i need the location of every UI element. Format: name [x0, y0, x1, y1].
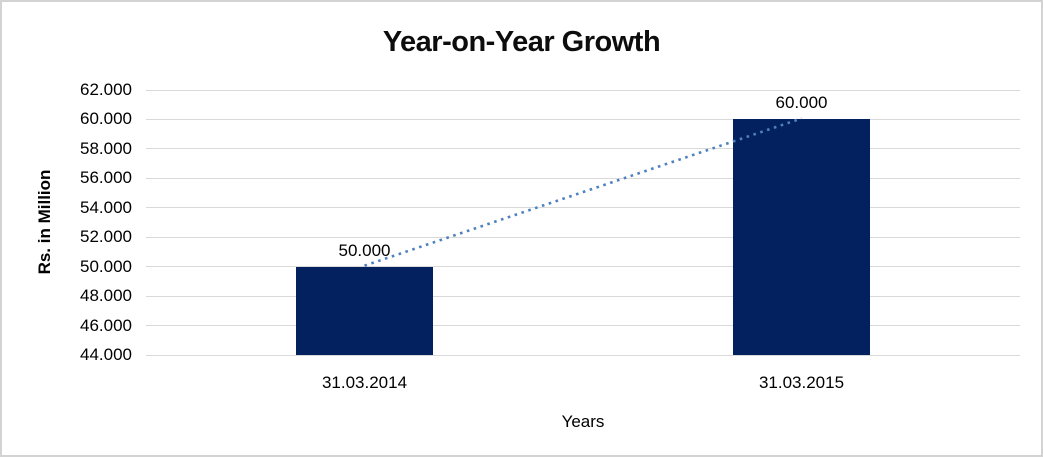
gridline — [146, 295, 1020, 297]
chart-title: Year-on-Year Growth — [382, 26, 661, 58]
gridline — [146, 89, 1020, 91]
gridline — [146, 177, 1020, 179]
y-tick-label: 44.000 — [80, 345, 132, 364]
y-tick-label: 46.000 — [80, 315, 132, 335]
x-tick-label: 31.03.2015 — [758, 373, 845, 392]
y-tick-label: 52.000 — [80, 227, 132, 247]
trendline — [364, 117, 802, 267]
bar-31.03.2015 — [733, 119, 870, 355]
y-tick-label: 60.000 — [80, 109, 132, 129]
y-tick-label: 58.000 — [80, 138, 132, 158]
y-axis-title: Rs. in Million — [35, 169, 54, 275]
y-tick-label: 48.000 — [80, 286, 132, 306]
bar-data-label: 50.000 — [338, 240, 391, 260]
x-axis-title: Years — [561, 412, 605, 431]
gridline — [146, 118, 1020, 120]
gridline — [146, 148, 1020, 150]
x-tick-label: 31.03.2014 — [321, 373, 408, 392]
bar-data-label: 60.000 — [775, 93, 828, 113]
y-tick-label: 56.000 — [80, 168, 132, 188]
gridline — [146, 354, 1020, 356]
gridline — [146, 207, 1020, 209]
gridline — [146, 325, 1020, 327]
y-tick-label: 50.000 — [80, 256, 132, 276]
gridline — [146, 266, 1020, 268]
y-tick-label: 62.000 — [80, 80, 132, 99]
gridline — [146, 236, 1020, 238]
plot-area: 50.000 60.000 — [146, 89, 1020, 356]
bar-31.03.2014 — [296, 266, 433, 355]
y-tick-label: 54.000 — [80, 197, 132, 217]
